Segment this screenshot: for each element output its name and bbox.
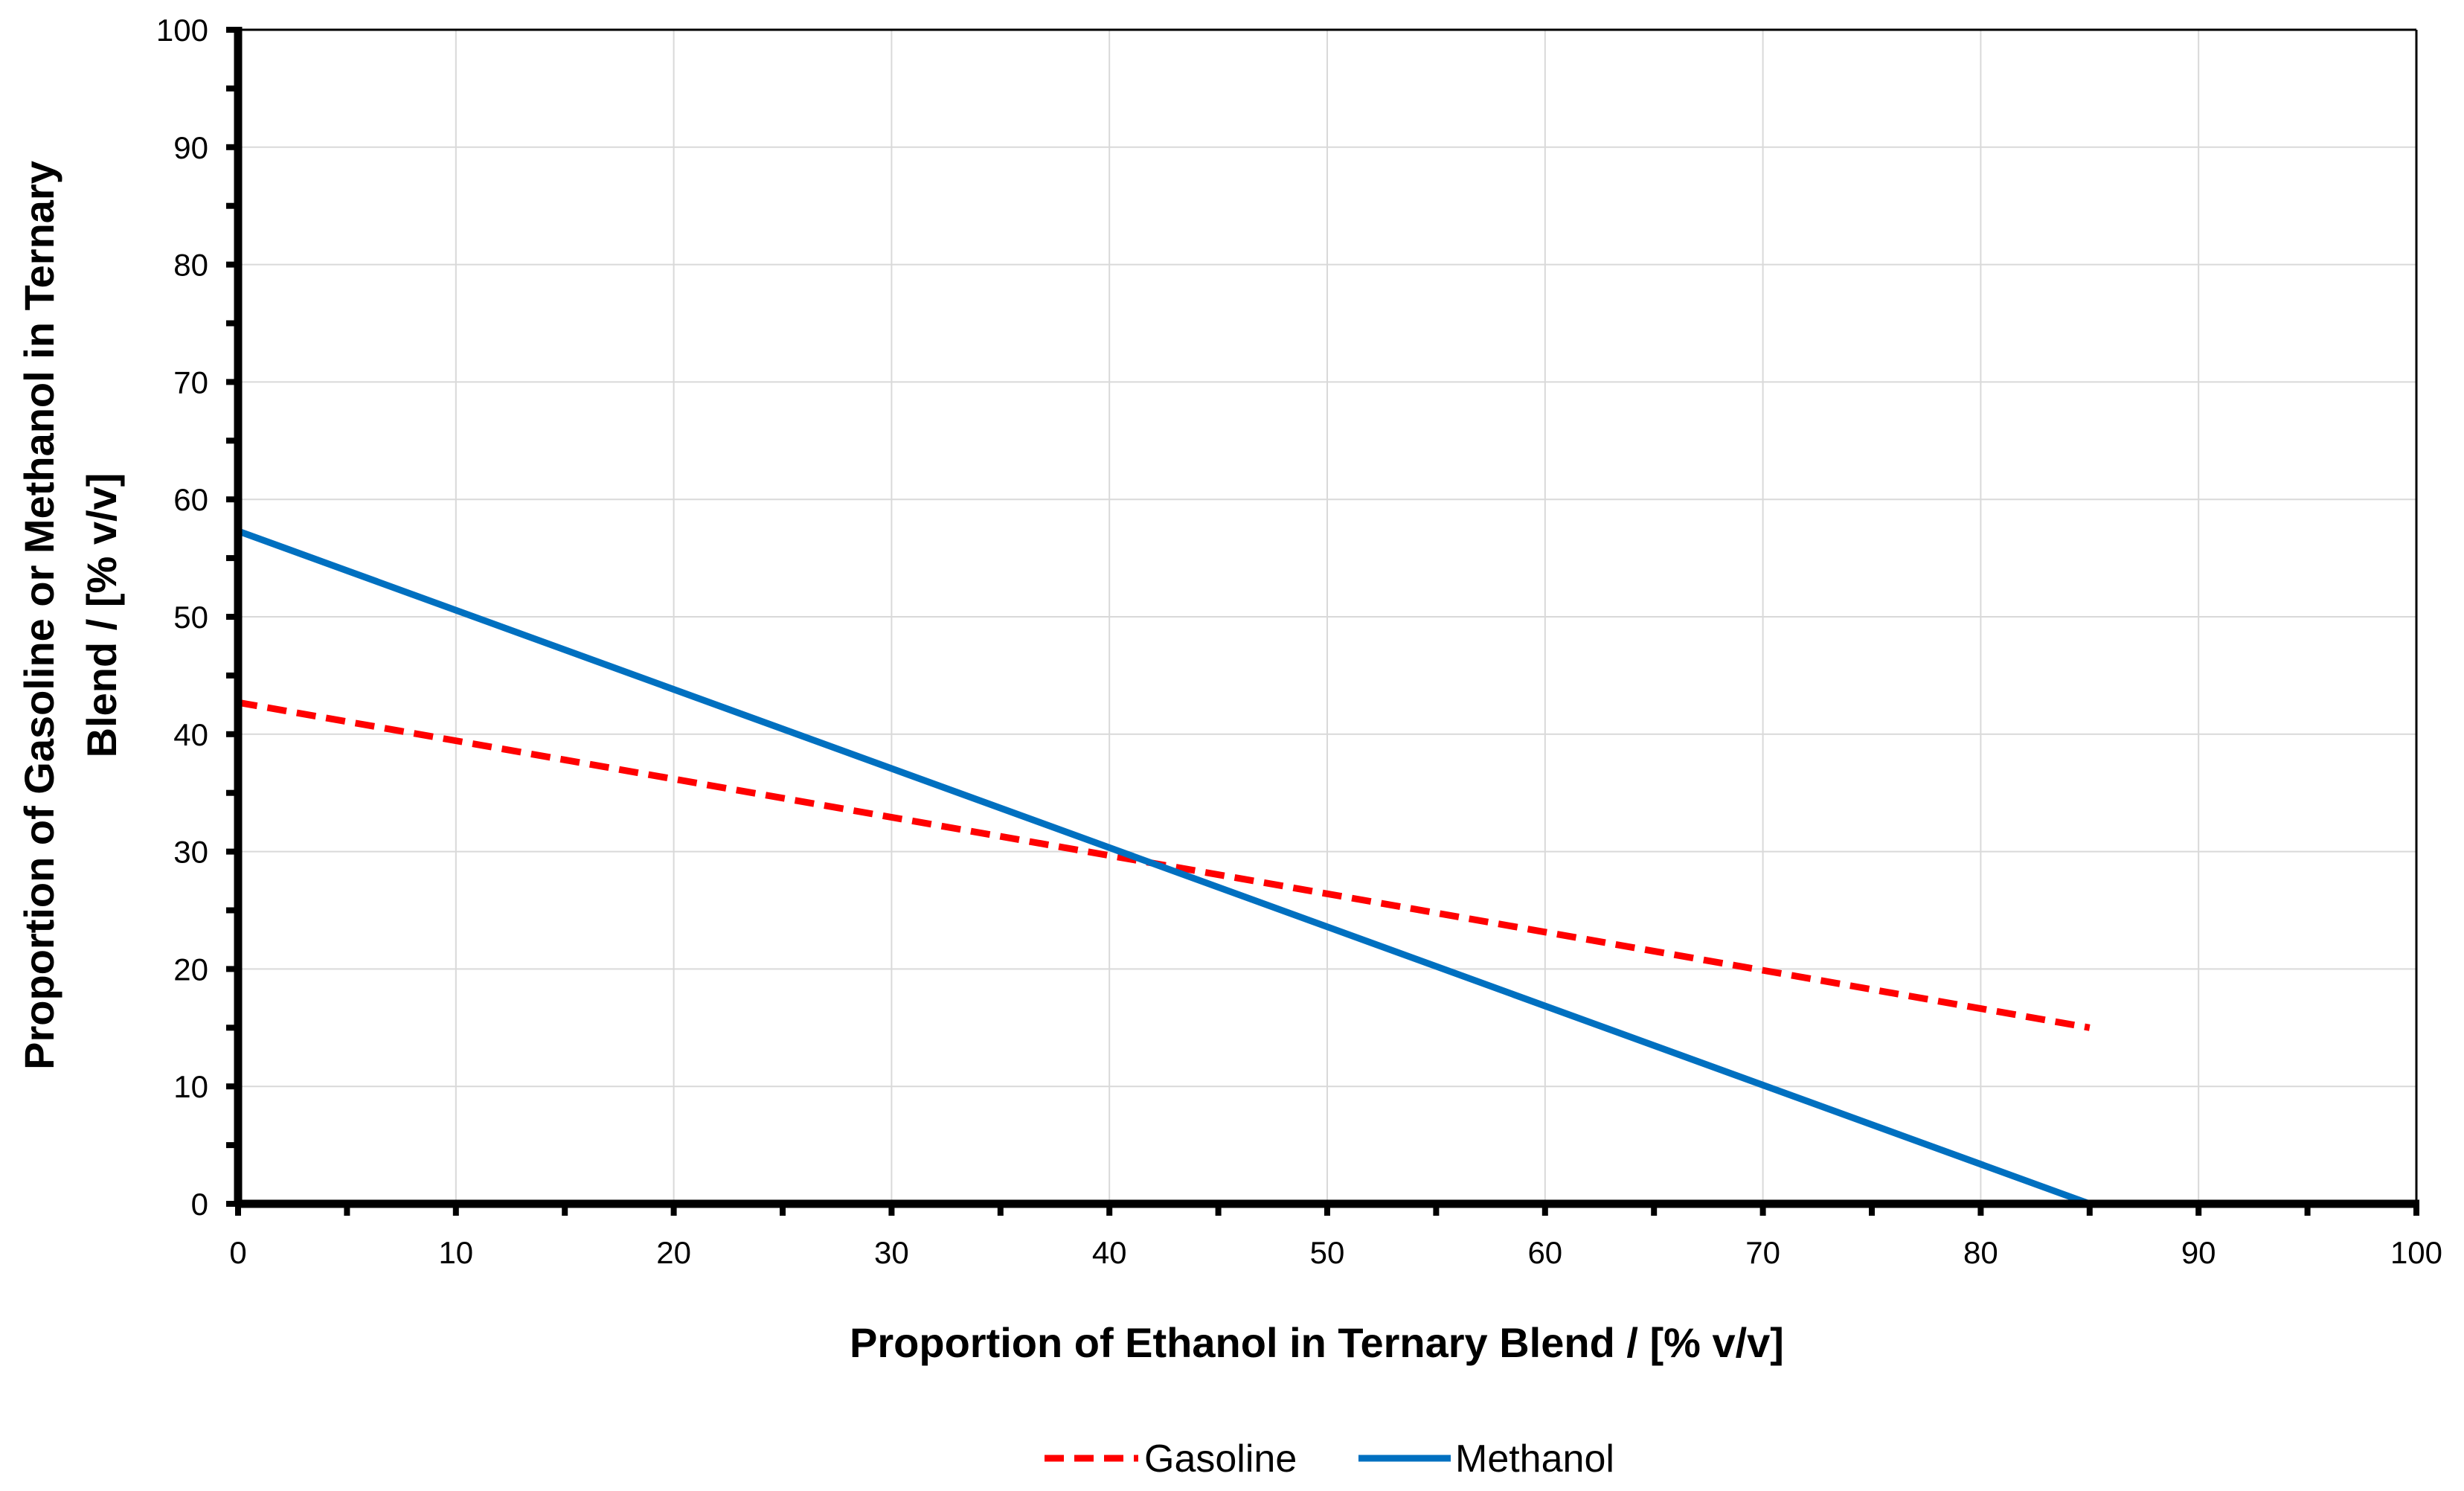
x-tick-label-10: 100 <box>2390 1235 2442 1270</box>
legend: Gasoline Methanol <box>1045 1437 1614 1481</box>
y-tick-label-10: 100 <box>156 13 208 48</box>
x-tick-label-1: 10 <box>438 1235 473 1270</box>
y-tick-label-0: 0 <box>191 1187 208 1222</box>
y-axis-title-line-1: Proportion of Gasoline or Methanol in Te… <box>16 161 62 1070</box>
x-tick-label-8: 80 <box>1963 1235 1998 1270</box>
y-tick-label-1: 10 <box>173 1069 208 1104</box>
x-tick-label-6: 60 <box>1527 1235 1562 1270</box>
x-tick-label-3: 30 <box>874 1235 909 1270</box>
series-line-methanol <box>237 528 2091 1208</box>
y-tick-label-9: 90 <box>173 130 208 165</box>
y-axis-title-line-2: Blend / [% v/v] <box>78 473 125 758</box>
legend-item-gasoline: Gasoline <box>1045 1437 1297 1481</box>
y-tick-label-4: 40 <box>173 717 208 752</box>
x-tick-label-0: 0 <box>229 1235 246 1270</box>
x-axis-title: Proportion of Ethanol in Ternary Blend /… <box>850 1319 1784 1366</box>
x-tick-label-9: 90 <box>2181 1235 2216 1270</box>
legend-label-gasoline: Gasoline <box>1144 1437 1297 1481</box>
legend-label-methanol: Methanol <box>1455 1437 1614 1481</box>
legend-item-methanol: Methanol <box>1358 1437 1614 1481</box>
axes <box>226 27 2419 1216</box>
y-tick-label-8: 80 <box>173 248 208 283</box>
y-axis-title: Proportion of Gasoline or Methanol in Te… <box>16 161 125 1070</box>
x-tick-labels: 0 10 20 30 40 50 60 70 80 90 100 <box>229 1235 2442 1270</box>
x-tick-label-7: 70 <box>1745 1235 1780 1270</box>
x-tick-label-5: 50 <box>1310 1235 1345 1270</box>
series-lines <box>237 528 2091 1208</box>
y-tick-label-2: 20 <box>173 952 208 987</box>
y-tick-label-6: 60 <box>173 482 208 517</box>
y-tick-labels: 0 10 20 30 40 50 60 70 80 90 100 <box>156 13 208 1222</box>
y-tick-label-5: 50 <box>173 600 208 635</box>
y-tick-label-3: 30 <box>173 835 208 870</box>
x-tick-label-4: 40 <box>1092 1235 1127 1270</box>
x-tick-label-2: 20 <box>656 1235 691 1270</box>
y-tick-label-7: 70 <box>173 365 208 400</box>
